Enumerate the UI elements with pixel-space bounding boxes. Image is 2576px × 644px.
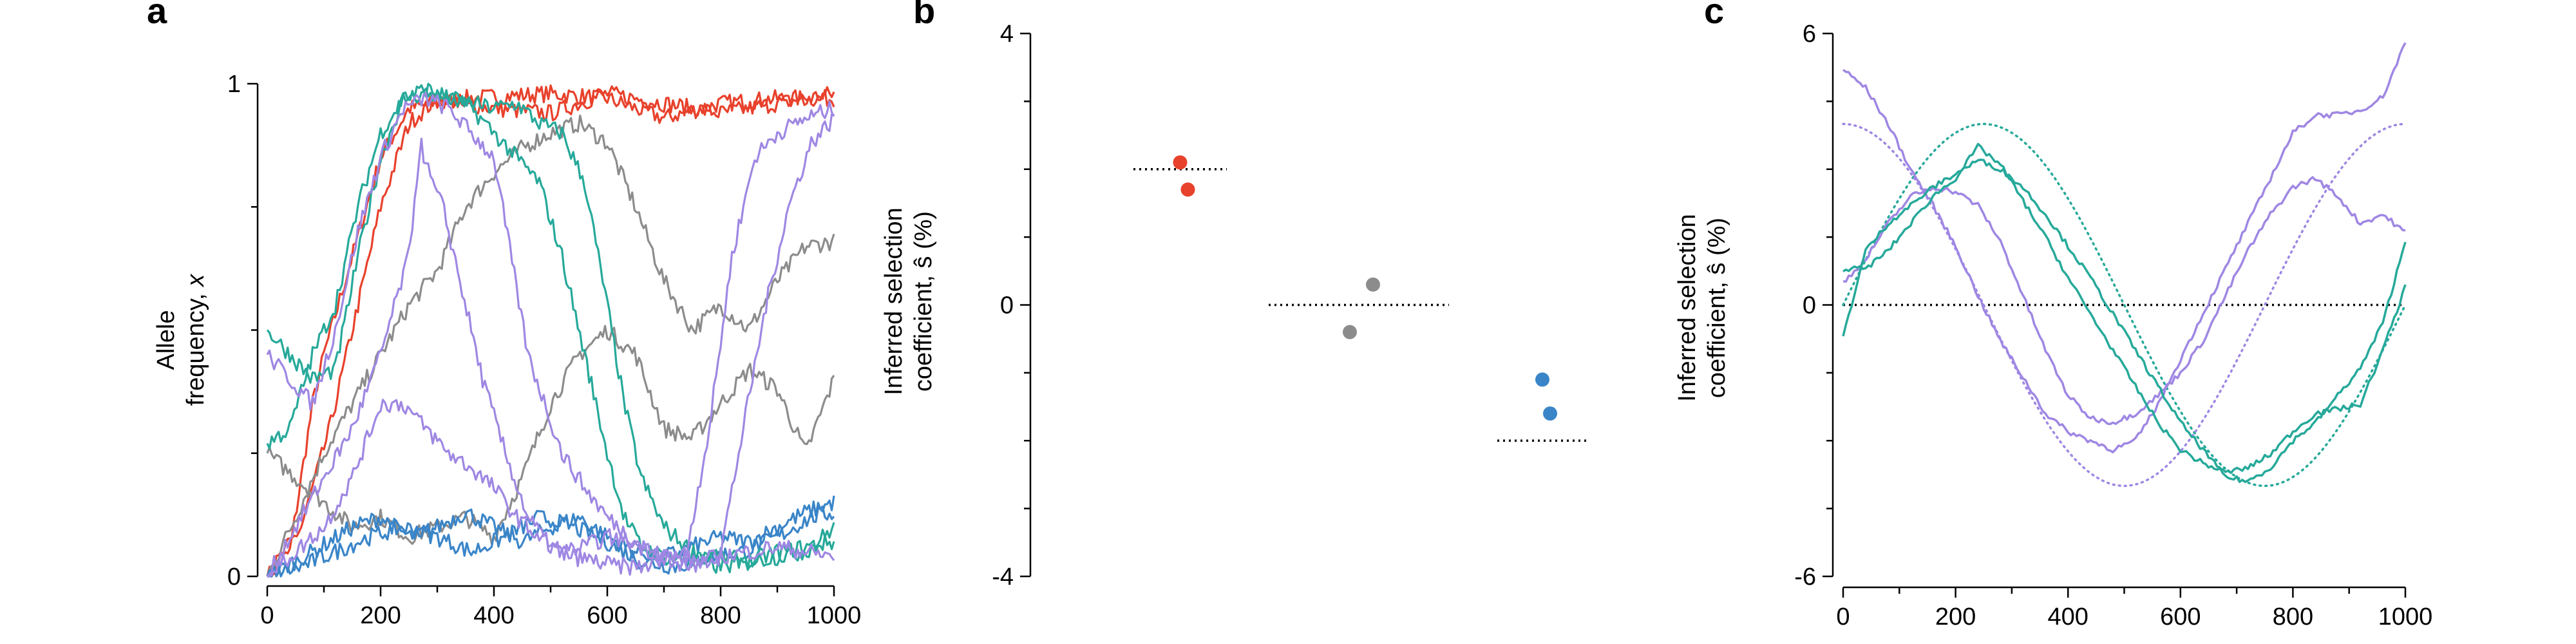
panel-c-series-purple-1 bbox=[1842, 176, 2406, 426]
panel-a-axes: 0 1 0 200 400 600 800 1000 bbox=[227, 71, 861, 629]
panel-b-axes: -4 0 4 bbox=[992, 21, 1032, 591]
panel-c-series-teal-2 bbox=[1842, 158, 2407, 484]
panel-c-x-tick-label: 600 bbox=[2160, 603, 2201, 630]
panel-a-series bbox=[266, 82, 835, 578]
panel-a-x-tick-label: 600 bbox=[587, 602, 627, 629]
panel-b-point-gray-0 bbox=[1366, 277, 1380, 292]
panel-c-y-tick-label: 6 bbox=[1803, 21, 1816, 48]
panel-a-series-blue-4 bbox=[267, 495, 835, 578]
panel-c-y-tick-label: -6 bbox=[1794, 564, 1816, 591]
panel-c: c Inferred selection coefficient, ŝ (%) … bbox=[1674, 0, 2432, 630]
panel-a-ylabel-var: x bbox=[182, 273, 209, 288]
panel-b-y-tick-label: -4 bbox=[992, 564, 1014, 591]
panel-c-x-tick-label: 0 bbox=[1836, 603, 1850, 630]
panel-a-series-gray-2 bbox=[266, 114, 835, 577]
panel-a-x-tick-label: 800 bbox=[700, 602, 741, 629]
panel-a-series-purple-10 bbox=[267, 399, 835, 578]
panel-a-ylabel-line2: frequency, x bbox=[182, 273, 209, 406]
panel-b-points bbox=[1133, 155, 1587, 442]
panel-a-x-tick-label: 1000 bbox=[807, 602, 862, 629]
panel-b-point-red-0 bbox=[1173, 155, 1188, 170]
panel-a-ylabel-line1: Allele bbox=[153, 310, 180, 370]
panel-a-series-teal-6 bbox=[266, 88, 835, 571]
panel-c-x-tick-label: 200 bbox=[1935, 603, 1976, 630]
panel-b-point-red-1 bbox=[1180, 182, 1195, 197]
panel-b-y-tick-label: 4 bbox=[1000, 21, 1014, 48]
panel-c-ylabel-line1: Inferred selection bbox=[1674, 214, 1701, 402]
panel-c-axes: -6 0 6 0 200 400 600 800 1000 bbox=[1794, 21, 2432, 630]
panel-b-y-tick-label: 0 bbox=[1000, 292, 1014, 319]
panel-a-series-teal-7 bbox=[266, 82, 835, 574]
panel-c-y-tick-label: 0 bbox=[1803, 292, 1816, 319]
panel-c-x-tick-label: 1000 bbox=[2378, 603, 2433, 630]
panel-b-ylabel-line2: coefficient, ŝ (%) bbox=[910, 211, 937, 392]
panel-c-x-tick-label: 400 bbox=[2047, 603, 2088, 630]
panel-c-series-teal-3 bbox=[1842, 142, 2407, 475]
panel-letter-b: b bbox=[913, 0, 935, 31]
panel-a-x-tick-label: 200 bbox=[360, 602, 401, 629]
panel-a-ylabel-text: frequency, bbox=[182, 287, 209, 406]
panel-letter-c: c bbox=[1704, 0, 1724, 31]
panel-a-y-tick-label: 0 bbox=[227, 564, 241, 591]
panel-c-true-function-teal bbox=[1842, 122, 2407, 488]
panel-b-ylabel-line1: Inferred selection bbox=[880, 207, 907, 395]
panel-a-x-tick-label: 400 bbox=[473, 602, 514, 629]
panel-a-series-red-1 bbox=[267, 85, 835, 578]
panel-letter-a: a bbox=[147, 0, 167, 31]
panel-a-series-blue-5 bbox=[266, 505, 835, 578]
panel-a: a Allele frequency, x 0 1 0 200 400 600 800 100… bbox=[147, 0, 861, 629]
panel-a-series-gray-3 bbox=[266, 325, 835, 545]
panel-c-x-tick-label: 800 bbox=[2273, 603, 2313, 630]
panel-a-series-purple-9 bbox=[266, 100, 835, 578]
panel-b-point-gray-1 bbox=[1343, 325, 1357, 339]
panel-a-series-purple-8 bbox=[266, 92, 835, 573]
panel-b-point-blue-0 bbox=[1535, 372, 1549, 387]
panel-a-series-red-0 bbox=[266, 84, 835, 577]
panel-c-ylabel-line2: coefficient, ŝ (%) bbox=[1703, 218, 1730, 398]
panel-b: b Inferred selection coefficient, ŝ (%) … bbox=[880, 0, 1587, 591]
panel-a-x-tick-label: 0 bbox=[260, 602, 274, 629]
panel-c-series bbox=[1842, 42, 2407, 488]
panel-a-y-tick-label: 1 bbox=[227, 71, 241, 98]
panel-c-series-purple-0 bbox=[1842, 42, 2407, 453]
panel-b-point-blue-1 bbox=[1543, 406, 1557, 421]
